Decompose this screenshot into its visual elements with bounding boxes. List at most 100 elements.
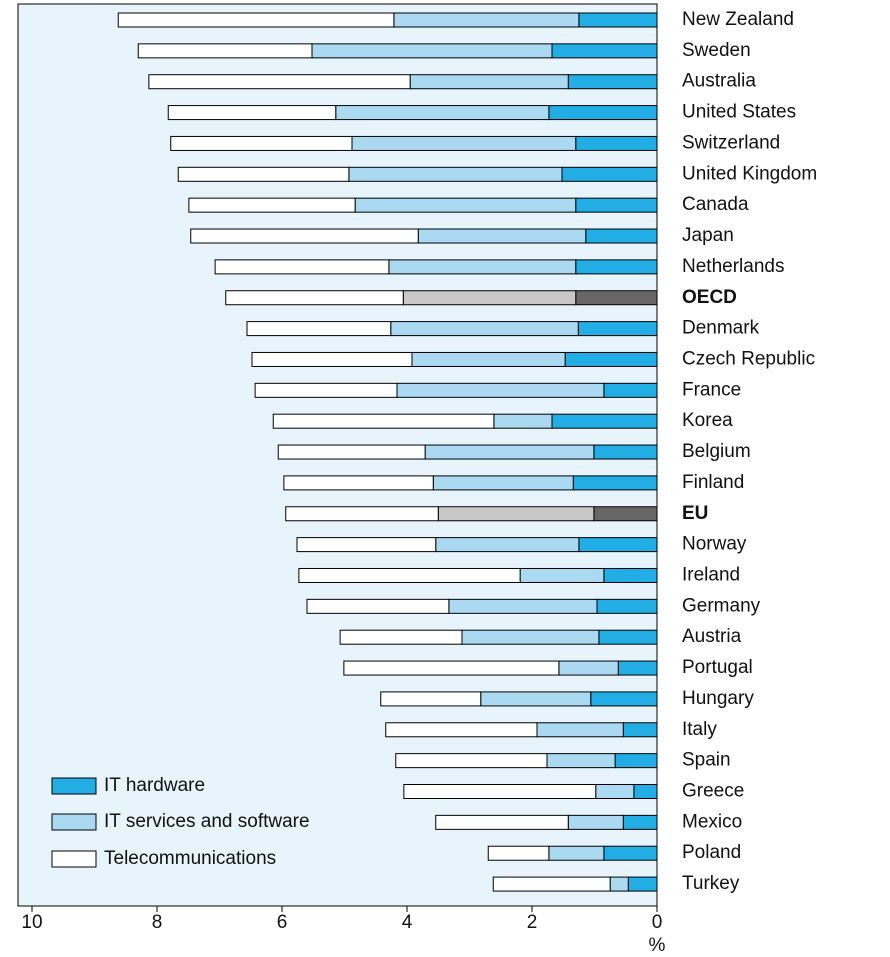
x-tick-label: 6 [277,912,288,933]
legend-swatch [51,850,97,868]
category-label: France [682,379,741,400]
bar-segment [617,660,658,676]
bar-segment [246,321,392,337]
bar-segment [564,351,658,367]
bar-segment [435,537,580,553]
bar-segment [167,105,337,121]
bar-segment [590,691,658,707]
bar-segment [402,290,577,306]
bar-segment [190,228,419,244]
x-tick-label: 4 [402,912,413,933]
bar-segment [575,135,658,151]
category-label: Switzerland [682,132,780,153]
bar-segment [575,290,658,306]
category-label: Denmark [682,318,760,339]
bar-segment [567,74,658,90]
category-label: Turkey [682,873,740,894]
category-label: Poland [682,842,741,863]
bar-segment [595,784,635,799]
category-label: Finland [682,472,744,493]
bar-segment [561,166,658,182]
category-label: Norway [682,534,747,555]
bar-segment [343,660,560,676]
category-label: United Kingdom [682,163,817,184]
bar-segment [558,660,619,676]
bar-segment [385,722,538,738]
bar-segment [380,691,482,707]
category-label: Czech Republic [682,348,815,369]
bar-segment [311,43,553,59]
category-label: Italy [682,719,717,740]
bar-segment [603,567,658,583]
bar-segment [424,444,595,460]
bar-segment [487,845,550,861]
category-label: EU [682,503,708,524]
bar-segment [254,382,398,398]
bar-segment [593,506,658,522]
bar-segment [598,629,658,645]
category-label: Hungary [682,688,754,709]
x-tick-label: 8 [152,912,163,933]
bar-segment [432,475,574,491]
legend-label: Telecommunications [104,848,276,869]
bar-segment [170,135,353,151]
bar-segment [335,105,550,121]
bar-segment [214,259,390,275]
bar-segment [296,537,437,553]
category-label: Portugal [682,657,753,678]
bar-segment [396,382,605,398]
bar-segment [593,444,658,460]
bar-segment [603,845,658,861]
bar-segment [285,506,439,522]
category-label: Netherlands [682,256,784,277]
bar-segment [395,753,548,769]
category-label: Germany [682,595,761,616]
bar-segment [403,784,597,799]
bar-segment [578,12,658,28]
legend-swatch [51,777,97,795]
bar-segment [480,691,592,707]
bar-segment [548,105,658,121]
bar-segment [572,475,658,491]
bar-segment [622,722,658,738]
bar-segment [435,814,569,830]
bar-segment [622,814,658,830]
bar-segment [348,166,563,182]
bar-segment [578,537,658,553]
x-tick-label: 0 [652,912,663,933]
category-label: OECD [682,287,737,308]
bar-segment [177,166,350,182]
legend-label: IT hardware [104,775,205,796]
bar-segment [492,876,611,892]
bar-segment [575,197,658,213]
bar-segment [546,753,616,769]
bar-segment [251,351,413,367]
bar-segment [306,598,450,614]
bar-segment [575,259,658,275]
bar-segment [596,598,658,614]
category-label: Sweden [682,40,751,61]
category-label: Canada [682,194,749,215]
category-label: Ireland [682,564,740,585]
bar-segment [272,413,495,429]
category-label: Australia [682,71,756,92]
category-label: Austria [682,626,742,647]
category-label: Belgium [682,441,751,462]
bar-segment [448,598,598,614]
bar-segment [225,290,404,306]
bar-segment [437,506,595,522]
legend-swatch [51,813,97,831]
bar-segment [567,814,624,830]
bar-segment [411,351,566,367]
bar-segment [519,567,605,583]
category-label: Korea [682,410,733,431]
category-label: Greece [682,781,744,802]
bar-segment [117,12,395,28]
category-label: Japan [682,225,734,246]
bar-segment [603,382,658,398]
x-axis-label: % [649,935,666,956]
category-label: United States [682,102,796,123]
bar-segment [409,74,569,90]
bar-segment [585,228,658,244]
